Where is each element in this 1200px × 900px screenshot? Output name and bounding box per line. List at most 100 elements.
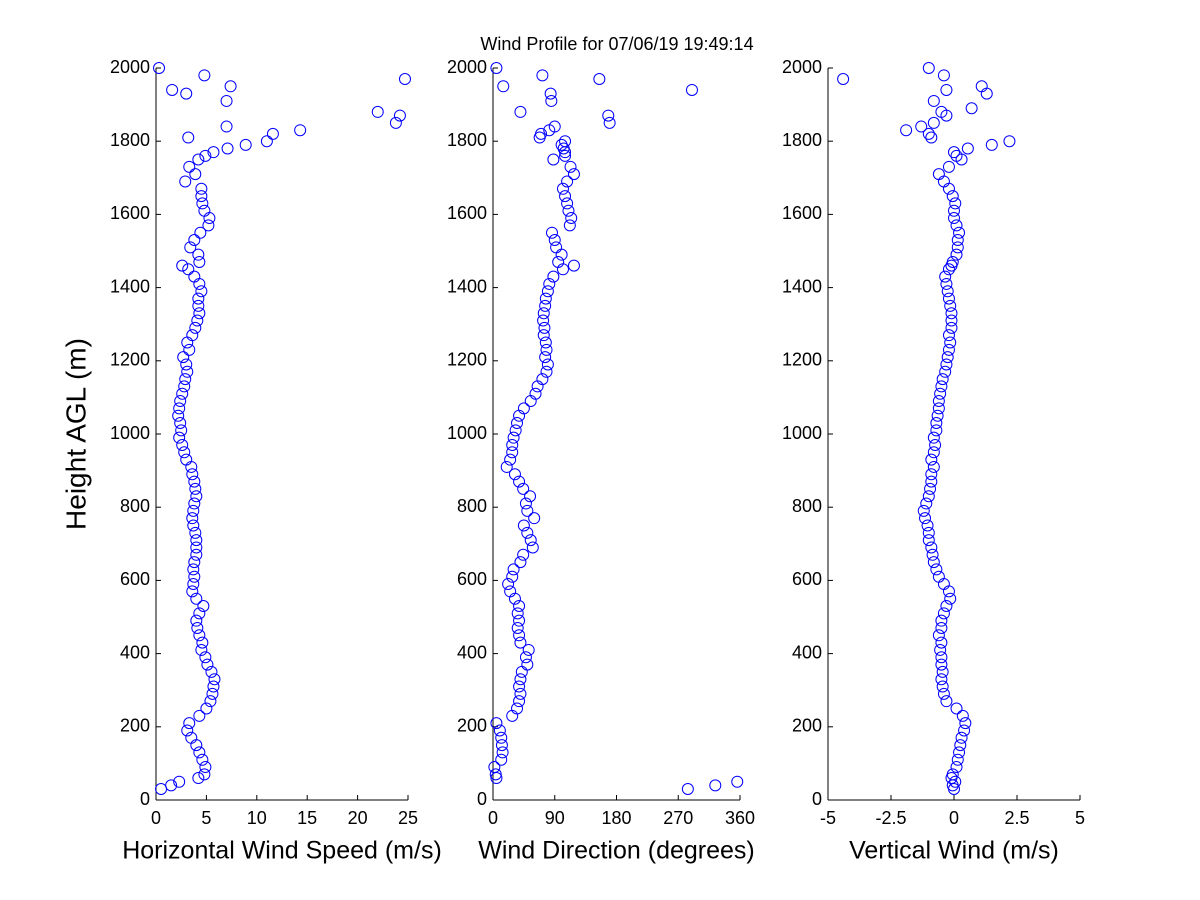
data-point [175,424,188,437]
data-point [192,299,205,312]
data-point [190,548,203,561]
data-point [944,592,957,605]
data-point [602,109,615,122]
data-point [393,109,406,122]
data-point [953,226,966,239]
x-tick-label: 0 [151,808,161,828]
data-point [565,212,578,225]
data-point [945,321,958,334]
data-point [538,321,551,334]
data-point [176,259,189,272]
data-point [949,197,962,210]
data-point [188,570,201,583]
data-point [555,138,568,151]
data-point [502,578,515,591]
data-point [201,658,214,671]
data-point [932,570,945,583]
y-tick-label: 2000 [447,57,487,77]
data-point [199,651,212,664]
data-point [921,519,934,532]
data-point [537,307,550,320]
data-point [951,241,964,254]
data-point [204,695,217,708]
data-point [922,490,935,503]
data-point [208,673,221,686]
data-point [524,534,537,547]
data-point [190,490,203,503]
data-point [545,94,558,107]
y-tick-label: 1200 [447,350,487,370]
data-point [935,636,948,649]
data-point [522,643,535,656]
y-tick-label: 800 [457,496,487,516]
data-point [507,431,520,444]
data-point [514,673,527,686]
data-point [183,160,196,173]
data-point [514,105,527,118]
data-point [561,197,574,210]
data-point [513,475,526,488]
data-point [190,614,203,627]
data-point [514,556,527,569]
data-point [182,263,195,276]
data-point [539,351,552,364]
y-tick-label: 1400 [782,276,822,296]
data-point [513,629,526,642]
data-point [188,556,201,569]
data-point [507,563,520,576]
data-point [497,80,510,93]
data-point [193,277,206,290]
data-point [555,248,568,261]
data-point [919,512,932,525]
data-point [539,292,552,305]
data-point [506,570,519,583]
data-point [961,142,974,155]
data-point [506,438,519,451]
data-point [975,80,988,93]
data-point [950,219,963,232]
data-point [540,343,553,356]
data-point [180,358,193,371]
data-point [183,717,196,730]
data-point [177,351,190,364]
data-point [191,314,204,327]
data-point [548,120,561,133]
data-point [517,519,530,532]
data-point [193,629,206,642]
data-point [541,358,554,371]
data-point [942,292,955,305]
y-tick-label: 2000 [782,57,822,77]
data-point [954,739,967,752]
data-point [939,270,952,283]
data-point [927,460,940,473]
data-point [207,146,220,159]
data-point [937,578,950,591]
data-point [185,731,198,744]
data-point [179,373,192,386]
data-point [922,127,935,140]
data-point [547,153,560,166]
data-point [709,779,722,792]
data-point [980,87,993,100]
data-point [515,665,528,678]
data-point [192,153,205,166]
data-point [189,526,202,539]
data-point [191,621,204,634]
y-tick-label: 0 [140,789,150,809]
data-point [526,541,539,554]
data-point [939,365,952,378]
data-point [593,72,606,85]
data-point [951,753,964,766]
y-tick-label: 1800 [447,130,487,150]
data-point [925,131,938,144]
data-point [508,468,521,481]
data-point [190,541,203,554]
data-point [936,680,949,693]
data-point [559,135,572,148]
data-point [927,556,940,569]
data-point [196,197,209,210]
y-tick-label: 1200 [782,350,822,370]
data-point [195,182,208,195]
data-point [207,680,220,693]
data-point [543,277,556,290]
